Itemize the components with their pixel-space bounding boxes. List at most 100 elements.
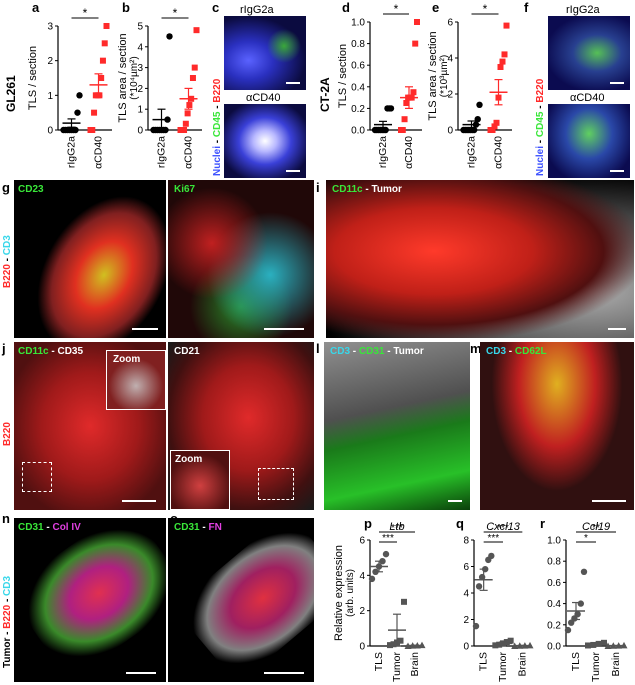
y-tick-label: 1 — [137, 105, 143, 116]
chart-p: 0 2 4 6 Relative expression (arb. units) Ltb TL… — [333, 521, 426, 682]
y-tick-label: 0 — [463, 642, 469, 653]
y-tick-label: 2 — [359, 606, 365, 617]
category-label: rIgG2a — [377, 136, 389, 168]
y-tick-label: 2 — [463, 615, 469, 626]
category-label: αCD40 — [493, 136, 505, 169]
y-axis-units: (*10⁴µm²) — [129, 56, 140, 99]
micrograph-i: CD11c - Tumor — [326, 180, 634, 338]
chart-e: 0 2 4 6 TLS area / section (*10³µm²) rIgG2a αCD… — [427, 2, 512, 169]
y-axis-label: TLS area / section — [427, 31, 439, 120]
panel-letter-c: c — [212, 0, 220, 15]
data-point — [412, 40, 419, 47]
data-point — [493, 119, 500, 126]
zoom-region — [22, 462, 52, 492]
data-point — [577, 600, 584, 607]
data-point — [401, 116, 408, 123]
data-point — [96, 92, 103, 99]
data-point — [390, 641, 397, 648]
data-point — [101, 40, 108, 47]
data-point — [74, 109, 81, 116]
data-point — [410, 89, 417, 96]
scale-bar — [122, 500, 156, 502]
y-tick-label: 0.6 — [547, 578, 561, 589]
data-point — [182, 120, 189, 127]
panel-l-label: CD3 - CD31 - Tumor — [330, 346, 424, 357]
panel-m-label: CD3 - CD62L — [486, 346, 547, 357]
category-label: αCD40 — [403, 136, 415, 169]
micrograph-f-acd40 — [548, 104, 630, 178]
y-tick-label: 3 — [137, 63, 143, 74]
row-label-ct2a: CT-2A — [318, 77, 332, 112]
category-label: Tumor — [391, 652, 403, 682]
chart-b: 0 1 2 3 4 5 TLS area / section (*10⁴µm²) rIgG2a α… — [117, 6, 202, 169]
data-point — [181, 127, 188, 133]
chart-d: 0.0 0.2 0.4 0.6 0.8 1.0 TLS / section rIgG2a αCD… — [337, 2, 422, 169]
y-tick-label: 1.0 — [351, 18, 365, 29]
data-point — [585, 642, 591, 649]
category-label: TLS — [570, 652, 582, 671]
data-point — [564, 626, 572, 634]
panel-g-label: CD23 — [18, 184, 44, 195]
significance-label: *** — [382, 533, 394, 544]
panel-f-side-label: Nuclei - CD45 - B220 — [535, 78, 546, 176]
data-point — [193, 27, 200, 34]
data-point — [191, 64, 198, 71]
panel-j-side-label: B220 — [2, 422, 13, 446]
data-point — [387, 642, 393, 649]
y-tick-label: 4 — [447, 54, 453, 65]
y-tick-label: 0 — [447, 126, 453, 137]
panel-letter-g: g — [2, 180, 10, 195]
category-label: Tumor — [590, 652, 602, 682]
chart-q: 0 2 4 6 8 Cxcl13 TLS Tumor Brain ****** — [463, 521, 534, 682]
category-label: Brain — [610, 652, 622, 677]
data-point — [492, 642, 499, 649]
scale-bar — [286, 170, 300, 172]
micrograph-c-acd40 — [224, 104, 306, 178]
micrograph-m: CD3 - CD62L — [480, 342, 634, 510]
significance-label: ** — [592, 523, 600, 534]
data-point — [99, 57, 106, 64]
y-tick-label: 1 — [47, 91, 53, 102]
data-point — [403, 100, 410, 106]
y-axis-label: Relative expression — [333, 545, 345, 641]
scale-bar — [610, 82, 624, 84]
data-point — [501, 51, 508, 58]
row-label-gl261: GL261 — [4, 75, 18, 112]
data-point — [474, 116, 481, 123]
y-tick-label: 6 — [359, 536, 365, 547]
y-tick-label: 0.4 — [351, 82, 365, 93]
y-tick-label: 8 — [463, 536, 469, 547]
data-point — [189, 75, 196, 81]
data-point — [601, 639, 607, 646]
significance-label: * — [584, 533, 588, 544]
y-tick-label: 0.2 — [351, 104, 365, 115]
data-point — [387, 105, 395, 112]
data-point — [476, 101, 483, 109]
data-point — [491, 123, 498, 130]
panel-letter-p: p — [364, 516, 372, 531]
micrograph-f-rigg2a — [548, 16, 630, 90]
micrograph-h: Ki67 — [168, 180, 314, 338]
micrograph-g: CD23 — [14, 180, 166, 338]
data-point — [472, 622, 480, 630]
y-tick-label: 0 — [137, 126, 143, 137]
category-label: TLS — [373, 652, 385, 671]
data-point — [497, 64, 504, 70]
category-label: Brain — [409, 652, 421, 677]
data-point — [184, 110, 191, 117]
data-point — [475, 583, 483, 590]
data-point — [166, 33, 173, 40]
panel-letter-e: e — [432, 0, 440, 15]
y-tick-label: 0 — [47, 126, 53, 137]
category-label: rIgG2a — [466, 136, 478, 168]
panel-c-label-top: rIgG2a — [240, 4, 274, 16]
data-point — [507, 637, 514, 644]
y-tick-label: 1.0 — [547, 536, 561, 547]
y-axis-label: TLS area / section — [117, 33, 129, 122]
y-tick-label: 0.0 — [547, 642, 561, 653]
zoom-region — [258, 468, 294, 500]
y-axis-units: (*10³µm²) — [439, 55, 450, 97]
panel-h-label: Ki67 — [174, 184, 196, 195]
significance-label: * — [83, 6, 88, 20]
